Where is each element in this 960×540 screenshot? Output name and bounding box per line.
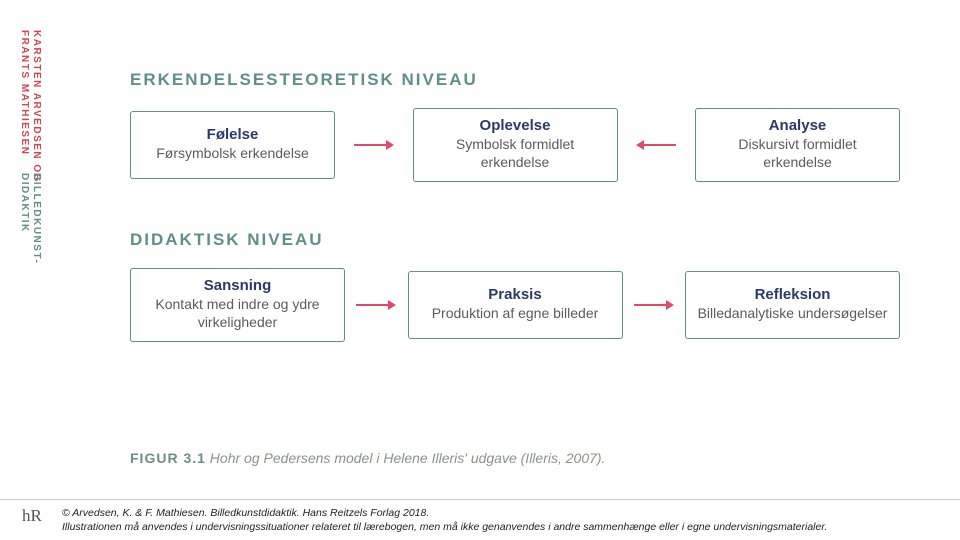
arrow-right-icon [354,298,398,312]
figure-caption: FIGUR 3.1 Hohr og Pedersens model i Hele… [130,450,605,466]
concept-title: Praksis [419,286,612,303]
concept-title: Analyse [706,117,889,134]
arrow-left-icon [634,138,678,152]
concept-box: Oplevelse Symbolsk formidlet erkendelse [413,108,618,182]
concept-subtitle: Diskursivt formidlet erkendelse [706,136,889,171]
concept-box: Sansning Kontakt med indre og ydre virkel… [130,268,345,342]
concept-box: Praksis Produktion af egne billeder [408,271,623,339]
arrow-slot [631,138,681,152]
page: KARSTEN ARVEDSEN OG FRANTS MATHIESEN BIL… [0,0,960,540]
arrow-right-icon [352,138,396,152]
diagram-row: Følelse Førsymbolsk erkendelse Oplevelse S… [130,108,900,182]
spine-title-2: DIDAKTIK [19,173,30,233]
footer-line-1: © Arvedsen, K. & F. Mathiesen. Billedkun… [62,506,946,520]
concept-box: Analyse Diskursivt formidlet erkendelse [695,108,900,182]
concept-box: Følelse Førsymbolsk erkendelse [130,111,335,179]
arrow-slot [629,298,679,312]
spine-authors-1: KARSTEN ARVEDSEN OG [31,30,42,183]
concept-title: Følelse [141,126,324,143]
concept-subtitle: Førsymbolsk erkendelse [141,145,324,163]
section-heading: DIDAKTISK NIVEAU [130,230,910,250]
concept-subtitle: Kontakt med indre og ydre virkeligheder [141,296,334,331]
arrow-slot [349,138,399,152]
concept-title: Oplevelse [424,117,607,134]
footer-line-2: Illustrationen må anvendes i undervisnin… [62,520,946,534]
section-heading: ERKENDELSESTEORETISK NIVEAU [130,70,910,90]
spine-authors-2: FRANTS MATHIESEN [19,30,30,155]
arrow-slot [351,298,401,312]
concept-subtitle: Produktion af egne billeder [419,305,612,323]
concept-box: Refleksion Billedanalytiske undersøgelser [685,271,900,339]
book-spine-text: KARSTEN ARVEDSEN OG FRANTS MATHIESEN BIL… [24,30,42,290]
diagram-content: ERKENDELSESTEORETISK NIVEAU Følelse Førsym… [130,70,910,390]
figure-number: FIGUR 3.1 [130,450,206,466]
concept-subtitle: Symbolsk formidlet erkendelse [424,136,607,171]
diagram-row: Sansning Kontakt med indre og ydre virkel… [130,268,900,342]
concept-title: Refleksion [696,286,889,303]
figure-text: Hohr og Pedersens model i Helene Illeris… [210,450,606,466]
concept-subtitle: Billedanalytiske undersøgelser [696,305,889,323]
spine-title-1: BILLEDKUNST- [31,173,42,264]
arrow-right-icon [632,298,676,312]
copyright-footer: © Arvedsen, K. & F. Mathiesen. Billedkun… [0,499,960,540]
concept-title: Sansning [141,277,334,294]
